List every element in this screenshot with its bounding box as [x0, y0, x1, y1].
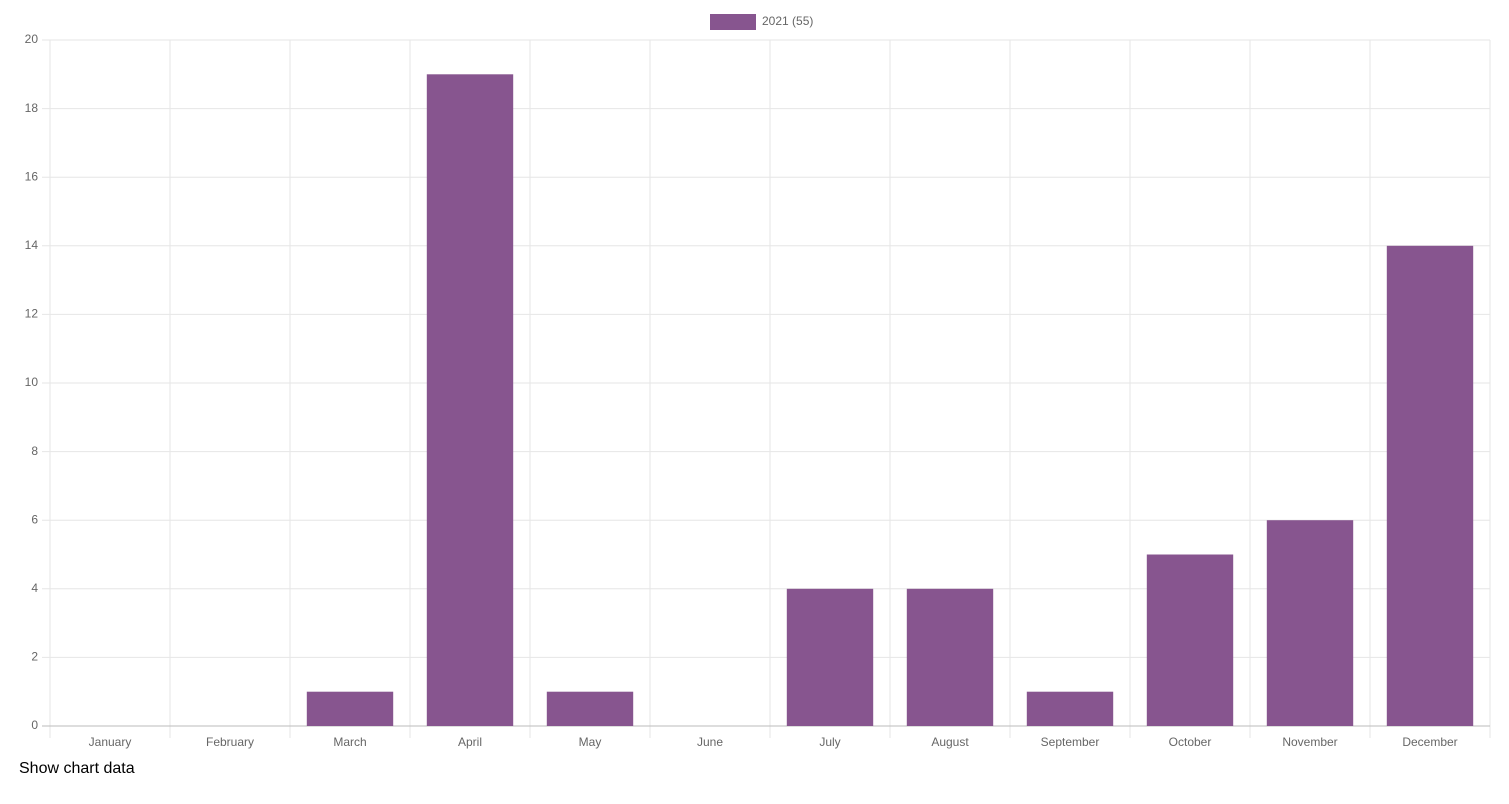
y-tick-label: 6 — [31, 512, 38, 526]
bar — [786, 588, 874, 726]
show-chart-data-link[interactable]: Show chart data — [19, 760, 135, 777]
y-tick-label: 12 — [25, 307, 39, 321]
chart: 0 2 4 6 8 10 12 14 16 18 20 January February March Apr… — [25, 14, 1491, 749]
x-tick-label: March — [333, 735, 366, 749]
bar — [906, 588, 994, 726]
bar — [306, 691, 394, 726]
x-tick-label: June — [697, 735, 723, 749]
y-tick-label: 14 — [25, 238, 39, 252]
y-tick-label: 16 — [25, 169, 39, 183]
bar — [1266, 520, 1354, 726]
y-tick-label: 2 — [31, 650, 38, 664]
y-tick-label: 20 — [25, 32, 39, 46]
x-tick-label: July — [819, 735, 840, 749]
bar — [1026, 691, 1114, 726]
bar — [426, 74, 514, 727]
x-tick-label: January — [89, 735, 132, 749]
y-tick-label: 0 — [31, 718, 38, 732]
y-tick-label: 10 — [25, 375, 39, 389]
x-tick-label: May — [579, 735, 602, 749]
x-tick-label: February — [206, 735, 254, 749]
y-tick-label: 18 — [25, 101, 39, 115]
x-tick-label: October — [1169, 735, 1212, 749]
bar — [1146, 554, 1234, 726]
legend-label: 2021 (55) — [762, 14, 813, 28]
bar — [1386, 245, 1474, 727]
x-tick-label: December — [1402, 735, 1457, 749]
x-tick-label: April — [458, 735, 482, 749]
x-tick-label: August — [931, 735, 969, 749]
bar — [546, 691, 634, 726]
y-tick-label: 4 — [31, 581, 38, 595]
legend-swatch — [710, 14, 756, 30]
y-tick-label: 8 — [31, 444, 38, 458]
x-tick-label: November — [1282, 735, 1337, 749]
x-tick-label: September — [1041, 735, 1100, 749]
